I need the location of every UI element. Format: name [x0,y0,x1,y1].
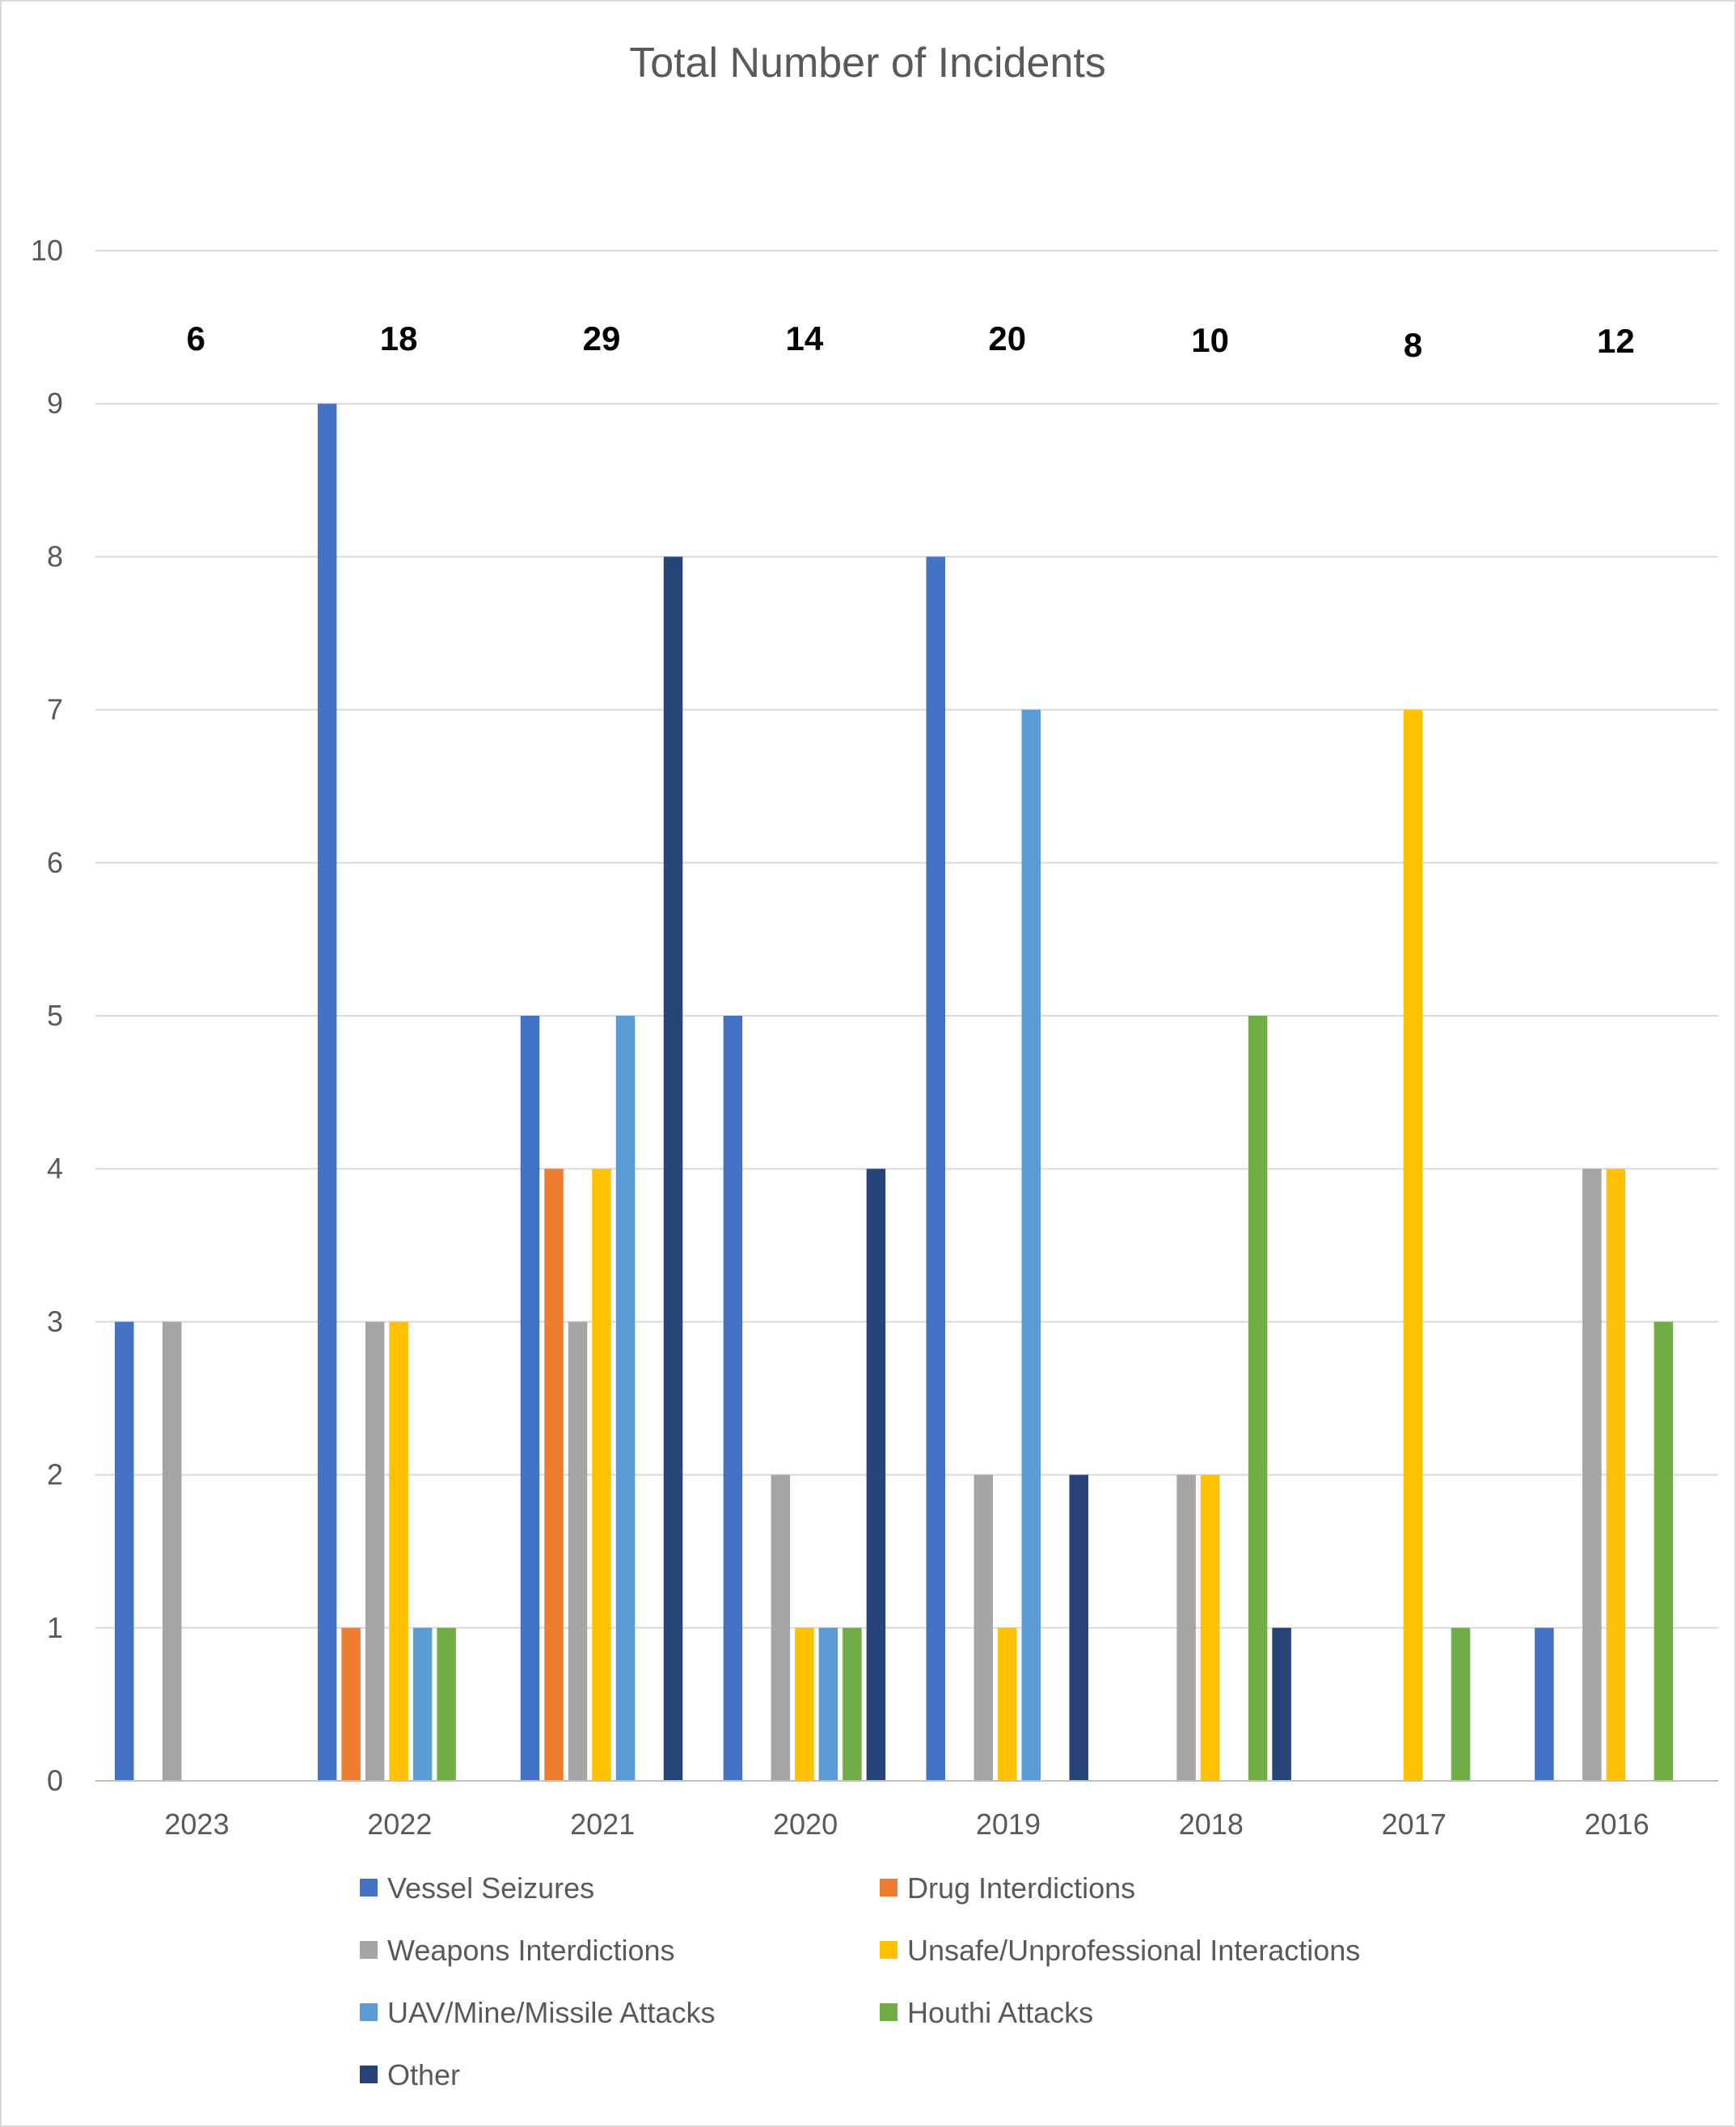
category-total-label: 18 [380,319,418,357]
legend-swatch [360,2066,378,2083]
bar [1451,1627,1471,1781]
bar [1582,1169,1602,1781]
category-total-label: 6 [187,319,205,357]
category-total-label: 10 [1191,321,1229,359]
x-tick-label: 2020 [773,1808,838,1841]
bar [1021,709,1041,1781]
y-tick-label: 2 [47,1458,63,1491]
bars [115,404,1674,1782]
bar [974,1474,993,1781]
x-tick-label: 2016 [1585,1808,1649,1841]
bar [795,1627,814,1781]
y-tick-label: 4 [47,1152,63,1185]
bar [1176,1474,1196,1781]
bar [365,1321,385,1781]
bar [771,1474,791,1781]
y-tick-label: 5 [47,999,63,1032]
category-totals: 6 18 29 14 20 10 8 12 [187,319,1635,364]
legend-label: Weapons Interdictions [387,1934,675,1967]
bar [1272,1627,1291,1781]
y-tick-label: 1 [47,1611,63,1644]
bar [843,1627,862,1781]
legend-swatch [880,1879,898,1897]
bar [437,1627,456,1781]
bar [544,1169,564,1781]
bar [1069,1474,1088,1781]
y-axis-ticks: 0 1 2 3 4 5 6 7 8 9 10 [31,234,63,1797]
legend-swatch [360,1941,378,1959]
legend-label: Vessel Seizures [387,1871,594,1905]
bar [1606,1169,1626,1781]
x-axis-ticks: 2023 2022 2021 2020 2019 2018 2017 2016 [164,1808,1649,1841]
bar [1403,709,1423,1781]
y-tick-label: 9 [47,387,63,420]
bar [412,1627,433,1781]
legend-item: Weapons Interdictions [360,1934,675,1967]
y-tick-label: 3 [47,1305,63,1338]
legend-swatch [360,1879,378,1897]
legend-item: Vessel Seizures [360,1871,594,1905]
bar [866,1169,886,1781]
bar [663,556,683,1781]
y-tick-label: 0 [47,1764,63,1797]
bar [723,1016,743,1781]
y-tick-label: 7 [47,693,63,726]
y-tick-label: 10 [31,234,63,267]
bar [1248,1016,1268,1781]
bar [592,1169,611,1781]
legend-item: Unsafe/Unprofessional Interactions [880,1934,1360,1967]
legend-swatch [880,1941,898,1959]
category-total-label: 20 [988,319,1026,357]
legend-item: Houthi Attacks [880,1996,1093,2029]
bar [115,1321,134,1781]
x-tick-label: 2021 [570,1808,635,1841]
category-total-label: 29 [583,319,621,357]
bar [520,1016,540,1781]
legend-item: Other [360,2058,460,2091]
legend-label: Unsafe/Unprofessional Interactions [907,1934,1360,1967]
bar [1200,1474,1220,1781]
x-tick-label: 2019 [976,1808,1041,1841]
y-tick-label: 6 [47,846,63,879]
bar [389,1321,408,1781]
x-tick-label: 2017 [1382,1808,1447,1841]
bar [317,404,337,1782]
legend-label: UAV/Mine/Missile Attacks [387,1996,715,2029]
x-tick-label: 2022 [367,1808,432,1841]
x-tick-label: 2018 [1179,1808,1244,1841]
legend: Vessel Seizures Drug Interdictions Weapons… [360,1871,1360,2091]
x-tick-label: 2023 [164,1808,229,1841]
legend-item: UAV/Mine/Missile Attacks [360,1996,715,2029]
category-total-label: 8 [1404,326,1422,364]
chart-title: Total Number of Incidents [629,40,1106,87]
legend-label: Other [387,2058,460,2091]
y-tick-label: 8 [47,539,63,573]
legend-swatch [880,2003,898,2021]
bar [1654,1321,1674,1781]
category-total-label: 12 [1597,322,1635,360]
category-total-label: 14 [786,319,824,357]
bar [163,1321,182,1781]
legend-label: Drug Interdictions [907,1871,1135,1905]
bar [998,1627,1017,1781]
legend-item: Drug Interdictions [880,1871,1135,1905]
legend-swatch [360,2003,378,2021]
bar [615,1016,636,1781]
bar [341,1627,361,1781]
bar [926,556,945,1781]
bar [568,1321,588,1781]
legend-label: Houthi Attacks [907,1996,1093,2029]
bar [818,1627,838,1781]
bar [1535,1627,1554,1781]
